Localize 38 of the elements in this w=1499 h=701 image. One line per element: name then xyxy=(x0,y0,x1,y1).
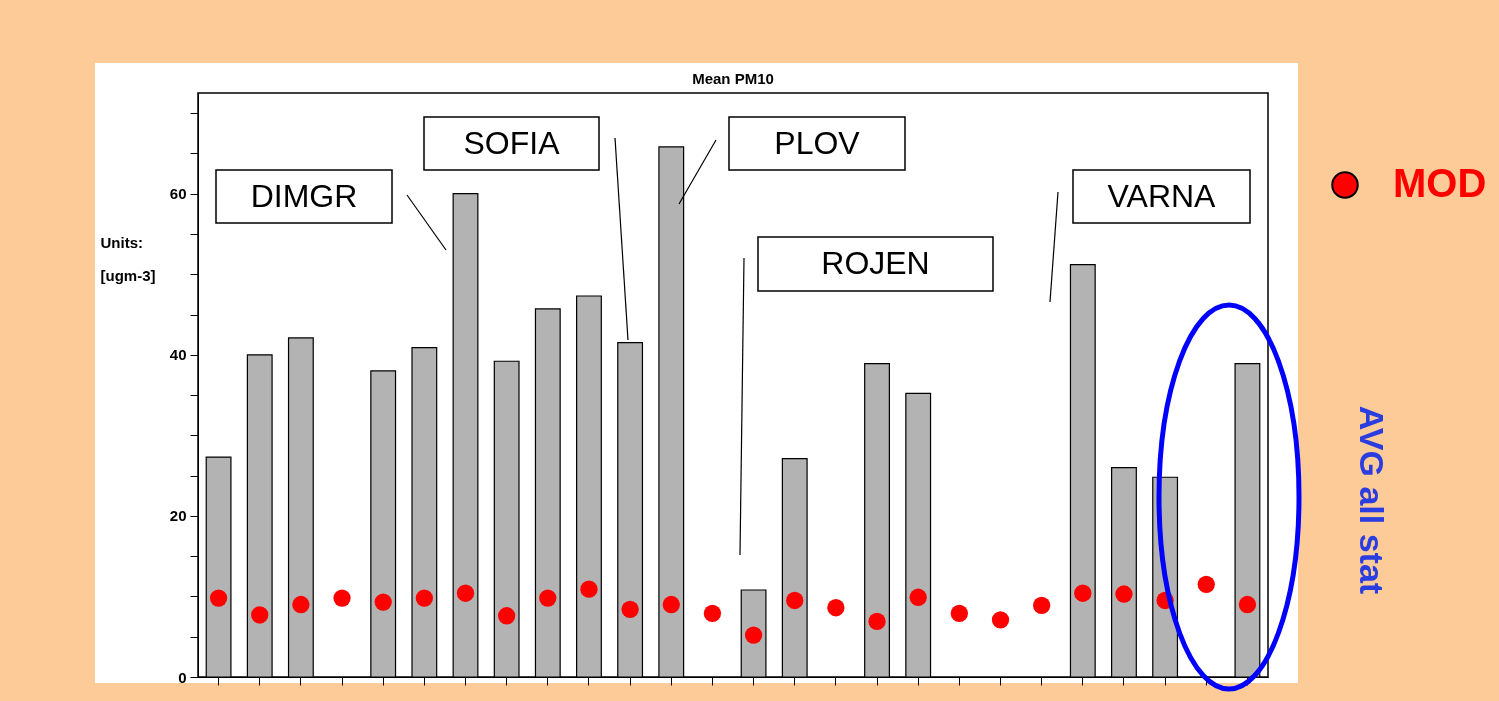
point xyxy=(909,588,927,606)
point xyxy=(539,589,557,607)
point xyxy=(580,580,598,598)
annotation: VARNA xyxy=(1107,177,1217,214)
point xyxy=(662,595,680,614)
annotation: SOFIA xyxy=(463,124,561,161)
point xyxy=(251,606,269,624)
point xyxy=(497,607,516,625)
point xyxy=(1074,584,1092,602)
point xyxy=(415,589,434,607)
annotation: PLOV xyxy=(774,124,861,161)
point xyxy=(827,599,845,617)
point xyxy=(374,593,392,611)
point xyxy=(744,626,763,644)
y-tick-label: 0 xyxy=(178,668,187,686)
point xyxy=(1238,595,1257,614)
chart-title: Mean PM10 xyxy=(692,70,774,87)
point xyxy=(950,604,969,623)
point xyxy=(1197,575,1215,594)
y-tick-label: 20 xyxy=(169,507,187,525)
point xyxy=(621,600,639,618)
point xyxy=(868,612,886,631)
point xyxy=(1115,585,1133,603)
y-tick-label: 60 xyxy=(169,185,187,203)
point xyxy=(456,584,475,602)
point xyxy=(991,611,1010,629)
point xyxy=(292,595,310,614)
y-tick-label: 40 xyxy=(169,346,187,364)
legend-label: MOD xyxy=(1393,161,1487,205)
point xyxy=(1032,596,1051,614)
annotation: DIMGR xyxy=(250,177,358,214)
point xyxy=(209,589,228,607)
point xyxy=(333,589,351,607)
point xyxy=(703,604,722,623)
point xyxy=(786,591,804,610)
text: AVG all stat xyxy=(1353,405,1391,595)
annotation: ROJEN xyxy=(821,245,930,282)
y-axis-title: Units: [ugm-3] xyxy=(100,233,156,284)
